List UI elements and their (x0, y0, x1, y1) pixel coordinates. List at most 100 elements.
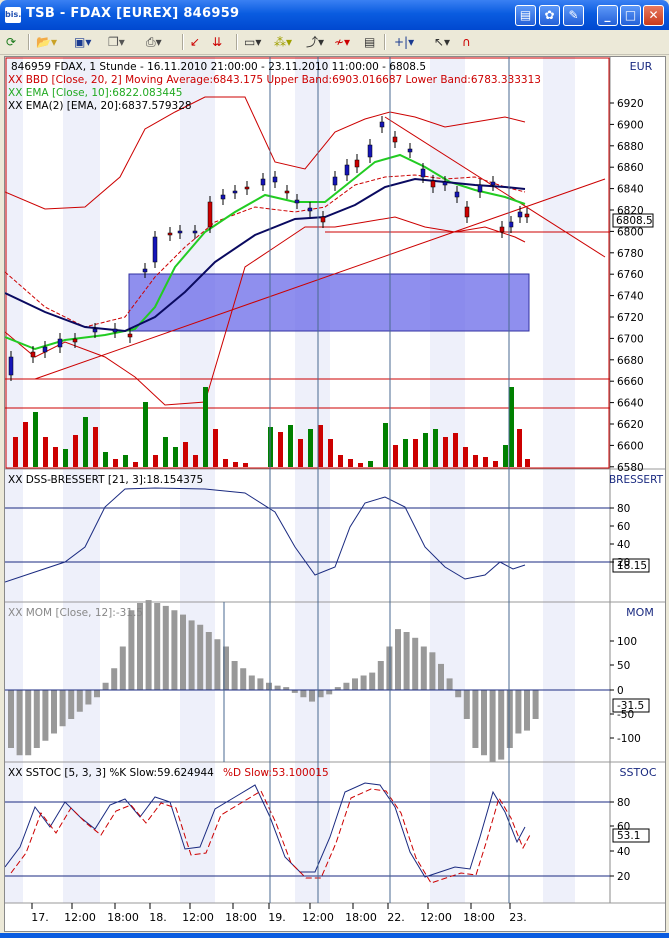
volume-bar (473, 455, 478, 467)
momentum-bar (16, 690, 23, 756)
candle-body (294, 199, 300, 204)
momentum-bar (291, 690, 298, 693)
volume-bar (483, 457, 488, 467)
save-icon[interactable]: ▣▾ (74, 35, 92, 49)
maximize-button[interactable]: □ (620, 5, 641, 26)
price-tick-label: 6900 (617, 119, 644, 131)
price-tick-label: 6660 (617, 376, 644, 388)
candle-body (379, 121, 385, 128)
candle-body (57, 338, 63, 348)
momentum-bar (515, 690, 522, 734)
volume-bar (103, 452, 108, 467)
momentum-bar (180, 614, 186, 690)
chart-window-icon[interactable]: ▤ (515, 5, 536, 26)
chart-type-icon[interactable]: ⇊ (212, 35, 223, 49)
momentum-bar (171, 610, 178, 690)
volume-bar (203, 387, 208, 467)
copy-icon[interactable]: ❐▾ (108, 35, 125, 49)
candle-body (332, 176, 338, 186)
close-button[interactable]: ✕ (643, 5, 664, 26)
momentum-bar (257, 678, 264, 690)
magnet-icon[interactable]: ∩ (462, 35, 471, 49)
time-axis-label: 12:00 (420, 911, 452, 924)
open-icon[interactable]: 📂▾ (36, 35, 57, 49)
candle-body (207, 201, 213, 228)
volume-bar (23, 422, 28, 467)
momentum-bar (76, 690, 83, 712)
volume-bar (233, 462, 238, 467)
minimize-button[interactable]: _ (597, 5, 618, 26)
price-tick-label: 6680 (617, 355, 644, 367)
momentum-bar (42, 690, 49, 741)
candle-body (272, 176, 278, 183)
volume-bar (383, 423, 388, 467)
cursor-icon[interactable]: +|▾ (394, 35, 415, 49)
momentum-bar (145, 600, 152, 690)
volume-bar (308, 429, 313, 467)
volume-bar (503, 445, 508, 467)
mom-tick-label: 100 (617, 636, 637, 648)
ema10-line (4, 153, 526, 351)
sstoc-value: 53.1 (617, 830, 640, 842)
ema10-label: XX EMA [Close, 10]:6822.083445 (8, 87, 182, 99)
study-icon[interactable]: ⁂▾ (274, 35, 293, 49)
candle-body (477, 184, 483, 193)
volume-bar (83, 417, 88, 467)
settings-icon[interactable]: ▤ (364, 35, 376, 49)
trend-icon[interactable]: ≁▾ (334, 35, 351, 49)
chart-style-icon[interactable]: ↙ (190, 35, 201, 49)
dss-label: XX DSS-BRESSERT [21, 3]:18.154375 (8, 474, 203, 486)
price-tick-label: 6720 (617, 312, 644, 324)
toolbar: ⟳ 📂▾ ▣▾ ❐▾ ⎙▾ ↙ ⇊ ▭▾ ⁂▾ ⤴▾ ≁▾ ▤ +|▾ ↖▾ ∩ (0, 30, 669, 55)
volume-bar (213, 429, 218, 467)
candle-body (177, 230, 183, 234)
draw-icon[interactable]: ⤴▾ (306, 35, 325, 49)
candle-body (30, 351, 36, 358)
momentum-bar (214, 639, 221, 690)
color-icon[interactable]: ✿ (539, 5, 560, 26)
volume-bar (403, 439, 408, 467)
momentum-bar (481, 690, 487, 756)
chart-area[interactable]: 846959 FDAX, 1 Stunde - 16.11.2010 21:00… (4, 56, 667, 932)
candle-body (524, 213, 530, 218)
arrow-icon[interactable]: ↖▾ (434, 35, 451, 49)
volume-bar (393, 445, 398, 467)
chart-canvas[interactable]: 846959 FDAX, 1 Stunde - 16.11.2010 21:00… (4, 57, 667, 931)
dss-value: 18.15 (617, 560, 647, 572)
time-axis-label: 18:00 (345, 911, 377, 924)
time-axis-label: 18:00 (107, 911, 139, 924)
volume-bar (53, 447, 58, 467)
volume-bar (278, 432, 283, 467)
indicator-icon[interactable]: ▭▾ (244, 35, 262, 49)
momentum-bar (360, 675, 367, 690)
edit-icon[interactable]: ✎ (563, 5, 584, 26)
candle-body (112, 328, 118, 333)
price-tick-label: 6620 (617, 419, 644, 431)
volume-bar (443, 437, 448, 467)
bbd-label: XX BBD [Close, 20, 2] Moving Average:684… (8, 74, 541, 86)
momentum-bar (25, 690, 32, 756)
print-icon[interactable]: ⎙▾ (146, 35, 162, 49)
dss-tick-label: 40 (617, 539, 630, 551)
candle-body (284, 190, 290, 194)
price-tick-label: 6780 (617, 248, 644, 260)
momentum-bar (94, 690, 100, 698)
volume-bar (348, 459, 353, 467)
volume-bar (193, 455, 198, 467)
momentum-bar (248, 675, 255, 690)
momentum-bar (420, 646, 427, 690)
refresh-icon[interactable]: ⟳ (6, 35, 17, 49)
price-tick-label: 6640 (617, 398, 644, 410)
momentum-bar (119, 646, 126, 690)
price-tick-label: 6740 (617, 291, 644, 303)
sstoc-tick-label: 80 (617, 797, 630, 809)
volume-bar (73, 435, 78, 467)
candle-body (260, 178, 266, 186)
bollinger-middle (4, 174, 526, 328)
candle-body (454, 191, 460, 198)
candle-body (320, 216, 326, 223)
app-logo: bis. (5, 7, 21, 23)
candle-body (392, 136, 398, 143)
time-axis-label: 12:00 (182, 911, 214, 924)
momentum-bar (300, 690, 307, 698)
